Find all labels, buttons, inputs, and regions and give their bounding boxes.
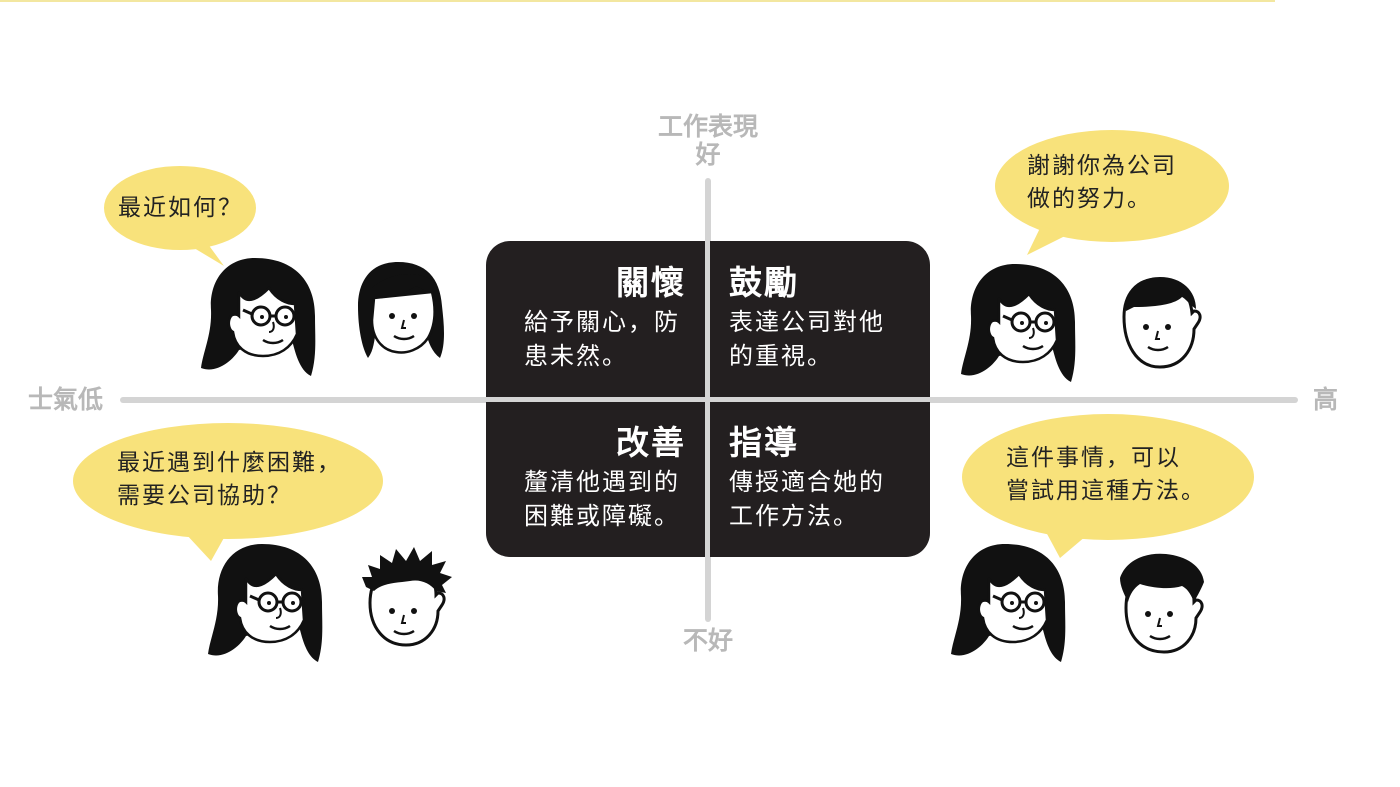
speech-bubble-line: 這件事情，可以	[1006, 445, 1181, 471]
quadrant-desc-line: 給予關心，防	[524, 308, 680, 336]
employee-wavy-hair-face	[1120, 553, 1204, 654]
speech-bubble-shape	[962, 414, 1254, 558]
manager-woman-face	[961, 264, 1076, 382]
quadrant-title: 關懷	[616, 263, 686, 302]
quadrant-desc-line: 傳授適合她的	[729, 468, 885, 496]
speech-bubble-shape	[104, 166, 256, 266]
quadrant-description: 表達公司對他 的重視。	[729, 305, 919, 373]
quadrant-description: 給予關心，防 患未然。	[486, 305, 686, 373]
speech-bubble-line: 做的努力。	[1027, 186, 1152, 212]
speech-bubble-bottom-right: 這件事情，可以 嘗試用這種方法。	[962, 414, 1254, 558]
quadrant-desc-line: 工作方法。	[729, 502, 859, 530]
quadrant-improve: 改善 釐清他遇到的 困難或障礙。	[486, 423, 686, 533]
y-axis-bottom-label: 不好	[682, 626, 733, 655]
quadrant-encourage: 鼓勵 表達公司對他 的重視。	[729, 263, 919, 373]
speech-bubble-shape	[995, 130, 1229, 255]
matrix-horizontal-divider	[486, 397, 930, 402]
employee-man-face	[1122, 277, 1202, 369]
speech-bubble-line: 需要公司協助？	[117, 483, 292, 509]
quadrant-title: 指導	[729, 423, 799, 462]
speech-bubble-text: 最近遇到什麼困難， 需要公司協助？	[117, 447, 342, 513]
speech-bubble-top-left: 最近如何？	[104, 166, 256, 266]
quadrant-matrix: 關懷 給予關心，防 患未然。 鼓勵 表達公司對他 的重視。 改善 釐清他遇到的 …	[486, 241, 930, 557]
manager-woman-face	[208, 544, 323, 662]
quadrant-title: 鼓勵	[729, 263, 799, 302]
quadrant-description: 傳授適合她的 工作方法。	[729, 465, 919, 533]
quadrant-title: 改善	[616, 423, 686, 462]
employee-girl-face	[358, 262, 444, 358]
x-axis-left-label: 士氣低	[28, 385, 104, 414]
manager-woman-face	[951, 544, 1066, 662]
quadrant-desc-line: 的重視。	[729, 342, 833, 370]
speech-bubble-line: 謝謝你為公司	[1027, 153, 1177, 179]
y-axis-top-label: 工作表現 好	[608, 113, 808, 169]
quadrant-desc-line: 釐清他遇到的	[524, 468, 680, 496]
speech-bubble-bottom-left: 最近遇到什麼困難， 需要公司協助？	[73, 423, 383, 561]
top-rule	[0, 0, 1275, 2]
speech-bubble-top-right: 謝謝你為公司 做的努力。	[995, 130, 1229, 255]
quadrant-care: 關懷 給予關心，防 患未然。	[486, 263, 686, 373]
y-axis-top-value: 好	[695, 140, 721, 169]
quadrant-desc-line: 患未然。	[524, 342, 628, 370]
speech-bubble-text: 這件事情，可以 嘗試用這種方法。	[1006, 442, 1206, 508]
speech-bubble-line: 嘗試用這種方法。	[1006, 478, 1206, 504]
quadrant-guide: 指導 傳授適合她的 工作方法。	[729, 423, 919, 533]
quadrant-desc-line: 困難或障礙。	[524, 502, 680, 530]
quadrant-desc-line: 表達公司對他	[729, 308, 885, 336]
speech-bubble-shape	[73, 423, 383, 561]
speech-bubble-text: 謝謝你為公司 做的努力。	[1027, 150, 1177, 216]
x-axis-right-label: 高	[1313, 385, 1339, 414]
speech-bubble-line: 最近遇到什麼困難，	[117, 450, 342, 476]
employee-spiky-hair-face	[362, 547, 452, 647]
quadrant-description: 釐清他遇到的 困難或障礙。	[486, 465, 686, 533]
manager-woman-face	[201, 258, 316, 376]
y-axis-top-title: 工作表現	[657, 112, 758, 141]
speech-bubble-text: 最近如何？	[118, 195, 243, 221]
